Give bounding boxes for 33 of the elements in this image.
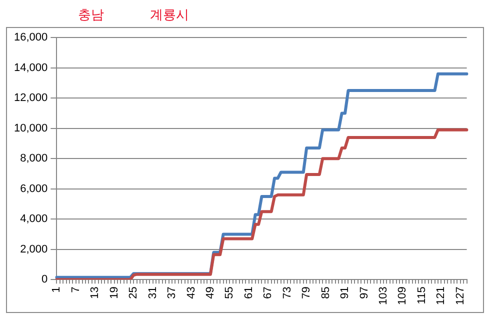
x-tick-label: 1 bbox=[50, 286, 63, 293]
x-tick-label: 55 bbox=[224, 286, 236, 299]
y-tick-label: 4,000 bbox=[20, 213, 48, 226]
x-tick-label: 91 bbox=[339, 286, 352, 299]
x-tick-label: 31 bbox=[146, 286, 159, 299]
x-tick-label: 25 bbox=[128, 286, 140, 299]
y-tick-label: 6,000 bbox=[20, 182, 48, 195]
x-tick-label: 43 bbox=[185, 286, 198, 299]
y-tick-label: 16,000 bbox=[14, 32, 48, 44]
x-tick-label: 67 bbox=[262, 286, 274, 299]
y-tick-label: 12,000 bbox=[14, 92, 48, 104]
x-tick-label: 19 bbox=[108, 286, 120, 299]
x-tick-label: 97 bbox=[358, 286, 370, 299]
x-tick-label: 49 bbox=[204, 286, 216, 299]
x-tick-label: 7 bbox=[70, 286, 82, 293]
x-tick-label: 85 bbox=[320, 286, 332, 299]
y-tick-label: 10,000 bbox=[14, 122, 48, 134]
x-tick-label: 13 bbox=[89, 286, 102, 299]
y-tick-label: 2,000 bbox=[20, 243, 48, 256]
x-tick-label: 37 bbox=[166, 286, 178, 299]
x-tick-label: 127 bbox=[454, 286, 466, 306]
text: 충남 bbox=[78, 7, 104, 24]
y-tick-label: 8,000 bbox=[20, 152, 48, 165]
x-tick-label: 109 bbox=[396, 286, 409, 306]
x-tick-label: 115 bbox=[416, 286, 428, 304]
y-tick-label: 0 bbox=[42, 274, 48, 286]
text: 계룡시 bbox=[150, 7, 189, 24]
y-tick-label: 14,000 bbox=[14, 62, 48, 74]
x-tick-label: 121 bbox=[435, 286, 448, 306]
x-tick-label: 103 bbox=[378, 286, 390, 306]
x-tick-label: 79 bbox=[300, 286, 313, 299]
x-tick-label: 73 bbox=[281, 286, 294, 299]
x-tick-label: 61 bbox=[242, 286, 255, 299]
